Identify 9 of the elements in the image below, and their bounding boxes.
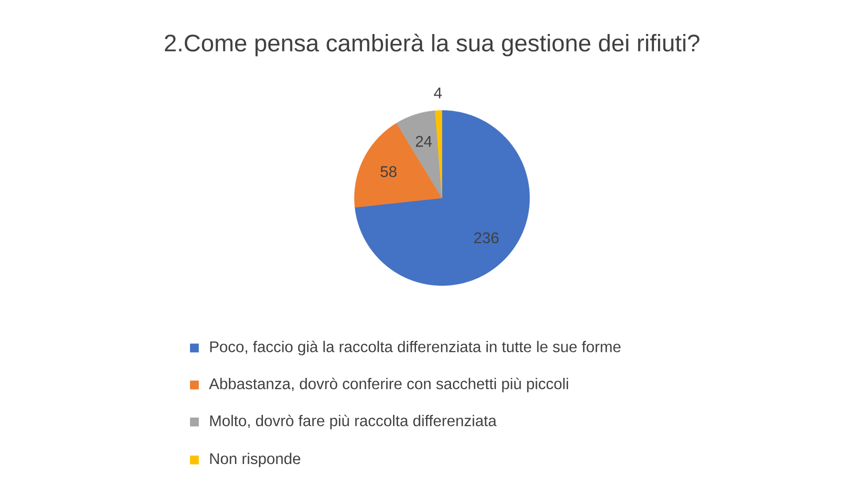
legend-label: Poco, faccio già la raccolta differenziata in tutte le sue forme <box>210 340 621 356</box>
chart-title: 2.Come pensa cambierà la sua gestione dei rifiuti? <box>164 34 700 56</box>
data-label: 58 <box>380 166 396 178</box>
data-label: 4 <box>434 88 442 98</box>
legend-label: Molto, dovrò fare più raccolta differenziata <box>210 414 497 430</box>
data-label: 24 <box>416 136 432 147</box>
legend-label: Abbastanza, dovrò conferire con sacchetti più piccoli <box>209 378 568 392</box>
data-label: 236 <box>474 232 499 244</box>
legend-label: Non risponde <box>210 452 300 468</box>
